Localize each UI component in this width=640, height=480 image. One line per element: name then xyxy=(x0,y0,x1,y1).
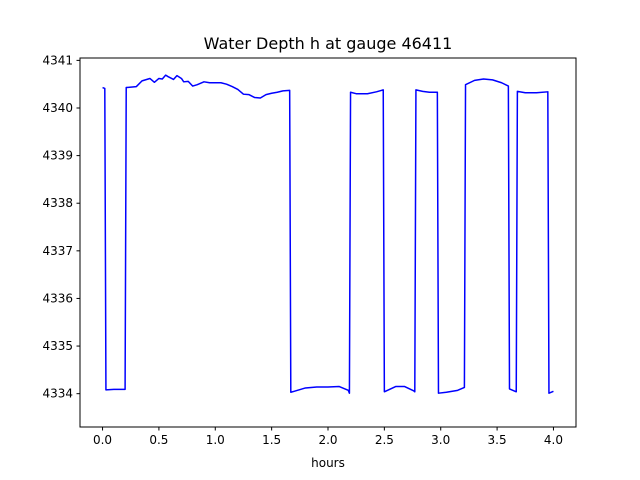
series-line-0 xyxy=(102,74,554,394)
x-tick-label: 3.5 xyxy=(488,433,507,447)
x-tick-label: 0.5 xyxy=(149,433,168,447)
y-tick-label: 4341 xyxy=(42,53,73,67)
plot-area xyxy=(102,74,554,394)
y-tick-label: 4339 xyxy=(42,149,73,163)
x-tick-label: 3.0 xyxy=(431,433,450,447)
y-tick-label: 4337 xyxy=(42,244,73,258)
y-axis: 4334 4335 4336 4337 4338 4339 4340 4341 xyxy=(42,53,80,401)
x-tick-label: 0.0 xyxy=(93,433,112,447)
y-tick-label: 4335 xyxy=(42,339,73,353)
x-tick-label: 2.5 xyxy=(375,433,394,447)
x-axis: 0.0 0.5 1.0 1.5 2.0 2.5 3.0 3.5 4.0 xyxy=(93,427,563,447)
chart-title: Water Depth h at gauge 46411 xyxy=(204,34,453,53)
x-tick-label: 1.0 xyxy=(206,433,225,447)
y-tick-label: 4334 xyxy=(42,387,73,401)
x-tick-label: 2.0 xyxy=(318,433,337,447)
y-tick-label: 4340 xyxy=(42,101,73,115)
x-tick-label: 4.0 xyxy=(544,433,563,447)
y-tick-label: 4338 xyxy=(42,196,73,210)
y-tick-label: 4336 xyxy=(42,291,73,305)
x-axis-label: hours xyxy=(311,456,345,470)
x-tick-label: 1.5 xyxy=(262,433,281,447)
